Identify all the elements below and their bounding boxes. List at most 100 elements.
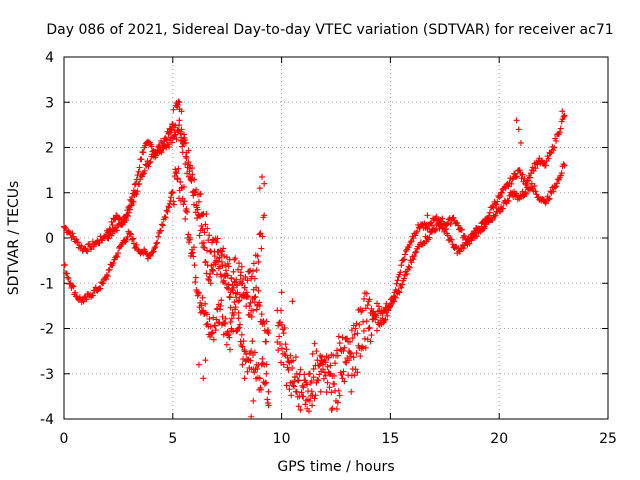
data-point-track-b	[265, 388, 272, 395]
data-point-track-c	[201, 229, 208, 236]
data-point-track-d	[428, 219, 435, 226]
data-point-track-c	[158, 149, 165, 156]
data-point-track-e	[413, 248, 420, 255]
data-point-track-c	[165, 141, 172, 148]
data-point-track-e	[532, 188, 539, 195]
data-point-track-d	[445, 216, 452, 223]
data-point-track-c	[244, 292, 251, 299]
data-point-outliers	[561, 112, 568, 119]
data-point-track-b	[263, 361, 270, 368]
data-point-track-d	[310, 374, 317, 381]
data-point-track-b	[230, 311, 237, 318]
data-point-track-b	[143, 250, 150, 257]
data-point-track-b	[222, 320, 229, 327]
data-point-track-b	[172, 169, 179, 176]
data-point-track-a	[223, 284, 230, 291]
data-point-track-a	[252, 293, 259, 300]
data-point-track-d	[461, 233, 468, 240]
data-point-track-a	[84, 248, 91, 255]
data-point-track-d	[280, 330, 287, 337]
data-point-track-c	[207, 248, 214, 255]
data-point-track-e	[412, 249, 419, 256]
data-point-track-e	[557, 172, 564, 179]
data-point-track-c	[258, 245, 265, 252]
data-point-track-e	[288, 392, 295, 399]
data-point-track-c	[235, 266, 242, 273]
data-point-track-b	[177, 178, 184, 185]
data-point-track-e	[396, 289, 403, 296]
data-point-track-c	[242, 273, 249, 280]
data-point-track-c	[234, 281, 241, 288]
data-point-track-e	[324, 379, 331, 386]
y-tick-label: 3	[45, 95, 54, 111]
data-point-track-d	[450, 214, 457, 221]
data-point-track-e	[333, 405, 340, 412]
data-point-track-e	[351, 372, 358, 379]
y-tick-label: 2	[45, 141, 54, 157]
data-point-track-d	[356, 321, 363, 328]
data-point-track-d	[363, 290, 370, 297]
data-point-track-b	[235, 315, 242, 322]
data-point-track-b	[103, 271, 110, 278]
data-point-track-d	[311, 395, 318, 402]
data-point-track-b	[63, 270, 70, 277]
x-tick-label: 20	[490, 431, 508, 447]
data-point-track-c	[203, 211, 210, 218]
data-point-track-e	[352, 366, 359, 373]
data-point-track-d	[360, 318, 367, 325]
data-point-track-e	[434, 220, 441, 227]
data-point-track-b	[258, 386, 265, 393]
data-point-track-a	[256, 302, 263, 309]
data-point-track-a	[170, 106, 177, 113]
data-point-track-d	[394, 277, 401, 284]
data-point-track-c	[241, 284, 248, 291]
data-point-outliers	[228, 325, 235, 332]
data-point-track-b	[188, 250, 195, 257]
data-point-track-c	[204, 225, 211, 232]
data-point-outliers	[515, 126, 522, 133]
data-point-track-b	[123, 236, 130, 243]
data-point-track-e	[526, 186, 533, 193]
data-point-track-d	[510, 175, 517, 182]
data-point-track-e	[411, 253, 418, 260]
data-point-track-d	[353, 320, 360, 327]
data-point-track-b	[198, 302, 205, 309]
data-point-track-d	[349, 335, 356, 342]
data-point-track-b	[144, 255, 151, 262]
data-point-track-e	[283, 382, 290, 389]
data-point-track-e	[281, 350, 288, 357]
data-point-track-d	[320, 375, 327, 382]
data-point-track-d	[489, 203, 496, 210]
data-point-track-a	[195, 212, 202, 219]
data-point-track-b	[219, 313, 226, 320]
data-point-track-e	[491, 213, 498, 220]
data-point-track-b	[159, 222, 166, 229]
data-point-outliers	[559, 108, 566, 115]
data-point-track-e	[309, 350, 316, 357]
data-point-track-b	[190, 253, 197, 260]
data-point-track-c	[239, 292, 246, 299]
data-point-track-e	[354, 369, 361, 376]
data-point-track-e	[319, 353, 326, 360]
data-point-track-b	[153, 240, 160, 247]
data-point-track-c	[243, 293, 250, 300]
data-point-track-a	[263, 338, 270, 345]
data-point-track-c	[195, 198, 202, 205]
data-point-track-b	[166, 200, 173, 207]
data-point-track-e	[552, 184, 559, 191]
data-point-track-e	[285, 366, 292, 373]
data-point-track-d	[331, 372, 338, 379]
data-point-track-a	[256, 299, 263, 306]
data-point-track-d	[509, 176, 516, 183]
data-point-track-b	[241, 347, 248, 354]
data-point-track-b	[190, 244, 197, 251]
data-point-track-b	[247, 357, 254, 364]
data-point-track-e	[374, 327, 381, 334]
data-point-track-e	[304, 381, 311, 388]
data-point-track-a	[198, 222, 205, 229]
data-point-track-c	[125, 213, 132, 220]
data-point-track-b	[181, 198, 188, 205]
data-point-track-e	[314, 357, 321, 364]
data-point-track-d	[362, 305, 369, 312]
data-point-track-c	[219, 248, 226, 255]
